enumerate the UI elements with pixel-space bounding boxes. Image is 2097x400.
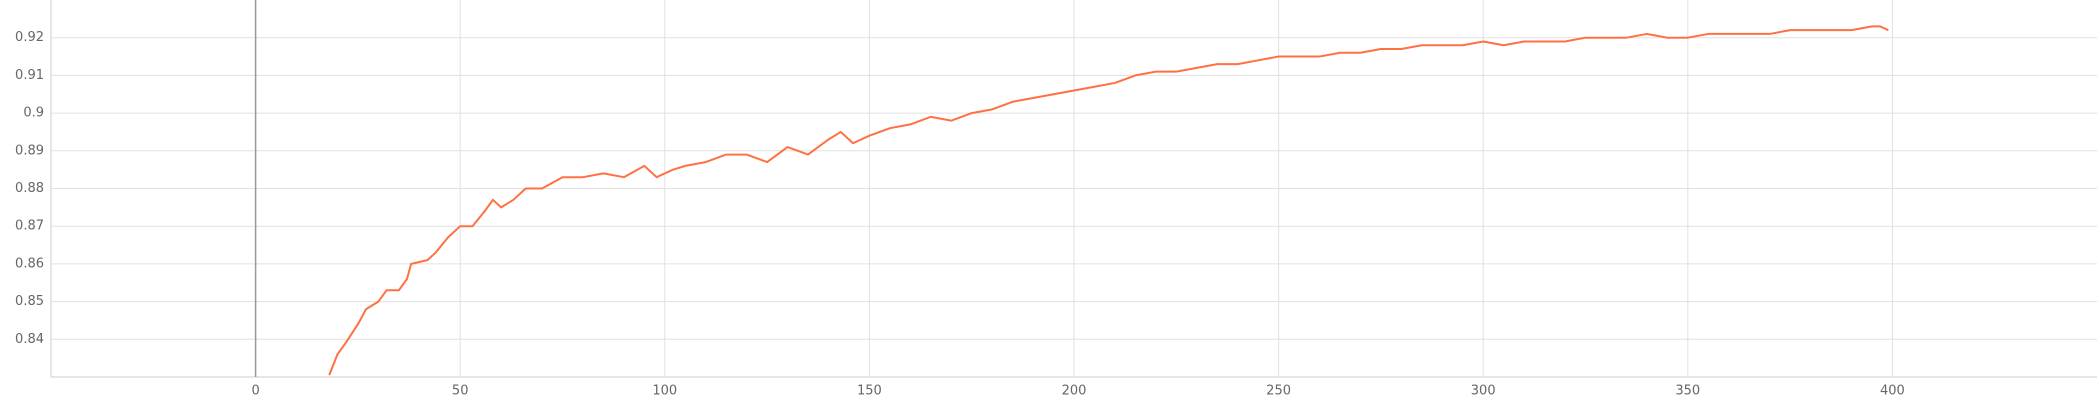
y-tick-label: 0.91 bbox=[15, 68, 44, 83]
x-tick-label: 50 bbox=[452, 384, 469, 399]
x-tick-label: 100 bbox=[652, 384, 677, 399]
x-tick-label: 150 bbox=[857, 384, 882, 399]
y-tick-label: 0.89 bbox=[15, 143, 44, 158]
x-tick-label: 200 bbox=[1062, 384, 1087, 399]
x-tick-label: 250 bbox=[1266, 384, 1291, 399]
x-tick-label: 300 bbox=[1471, 384, 1496, 399]
x-tick-label: 0 bbox=[251, 384, 259, 399]
x-tick-label: 350 bbox=[1675, 384, 1700, 399]
y-tick-label: 0.84 bbox=[15, 332, 44, 347]
y-tick-label: 0.87 bbox=[15, 219, 44, 234]
y-tick-label: 0.86 bbox=[15, 256, 44, 271]
line bbox=[328, 25, 1889, 376]
y-tick-label: 0.92 bbox=[15, 30, 44, 45]
y-tick-label: 0.85 bbox=[15, 294, 44, 309]
x-tick-label: 400 bbox=[1880, 384, 1905, 399]
y-tick-label: 0.88 bbox=[15, 181, 44, 196]
y-tick-label: 0.9 bbox=[23, 106, 44, 121]
